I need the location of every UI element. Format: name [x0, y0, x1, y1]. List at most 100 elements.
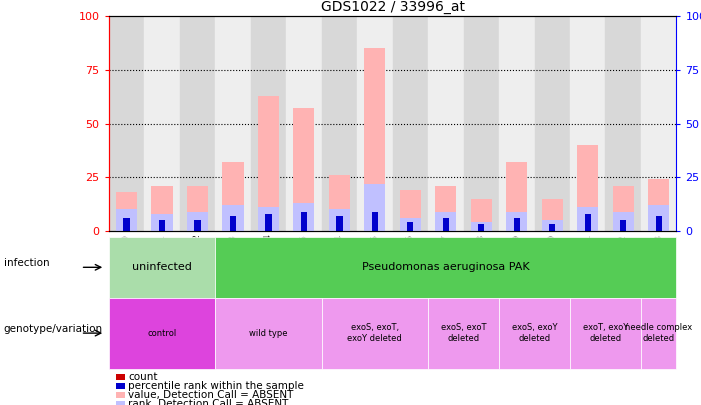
Bar [435, 186, 456, 231]
Bar [109, 237, 215, 298]
Text: genotype/variation: genotype/variation [4, 324, 102, 334]
Bar [577, 207, 599, 231]
Bar [322, 298, 428, 369]
Bar [655, 216, 662, 231]
Bar [499, 16, 535, 231]
Bar [428, 298, 499, 369]
Bar [194, 226, 200, 231]
Bar [158, 226, 165, 231]
Bar [514, 218, 520, 231]
Bar [186, 186, 208, 231]
Bar [215, 298, 322, 369]
Bar [549, 224, 555, 231]
Text: Pseudomonas aeruginosa PAK: Pseudomonas aeruginosa PAK [362, 262, 529, 272]
Bar [329, 175, 350, 231]
Bar [186, 211, 208, 231]
Bar [435, 211, 456, 231]
Text: wild type: wild type [249, 328, 287, 338]
Bar [265, 214, 271, 231]
Bar [144, 16, 179, 231]
Bar [293, 203, 315, 231]
Bar [648, 179, 669, 231]
Bar [585, 222, 591, 231]
Bar [506, 162, 527, 231]
Bar [641, 16, 676, 231]
Bar [194, 220, 200, 231]
Bar [215, 16, 251, 231]
Bar [463, 16, 499, 231]
Text: exoS, exoY
deleted: exoS, exoY deleted [512, 324, 557, 343]
Bar [336, 216, 343, 231]
Bar [230, 216, 236, 231]
Bar [620, 220, 627, 231]
Bar [258, 96, 279, 231]
Bar [301, 211, 307, 231]
Text: count: count [128, 372, 158, 382]
Bar [372, 211, 378, 231]
Bar [620, 226, 627, 231]
Text: rank, Detection Call = ABSENT: rank, Detection Call = ABSENT [128, 399, 289, 405]
Bar [577, 145, 599, 231]
Bar [222, 162, 243, 231]
Bar [470, 199, 492, 231]
Bar [499, 298, 570, 369]
Bar [357, 16, 393, 231]
Bar [222, 205, 243, 231]
Text: exoS, exoT,
exoY deleted: exoS, exoT, exoY deleted [348, 324, 402, 343]
Bar [116, 192, 137, 231]
Text: exoS, exoT
deleted: exoS, exoT deleted [441, 324, 486, 343]
Bar [514, 224, 520, 231]
Bar [258, 207, 279, 231]
Text: needle complex
deleted: needle complex deleted [625, 324, 693, 343]
Bar [585, 214, 591, 231]
Bar [613, 211, 634, 231]
Bar [116, 209, 137, 231]
Bar [549, 226, 555, 231]
Bar [230, 222, 236, 231]
Bar [478, 226, 484, 231]
Bar [648, 205, 669, 231]
Bar [655, 226, 662, 231]
Bar [215, 237, 676, 298]
Bar [293, 109, 315, 231]
Bar [365, 183, 386, 231]
Bar [329, 209, 350, 231]
Bar [470, 222, 492, 231]
Bar [400, 218, 421, 231]
Bar [407, 226, 414, 231]
Bar [109, 16, 144, 231]
Bar [336, 224, 343, 231]
Bar [151, 214, 172, 231]
Bar [570, 298, 641, 369]
Bar [641, 298, 676, 369]
Bar [158, 220, 165, 231]
Bar [442, 218, 449, 231]
Bar [109, 298, 215, 369]
Bar [606, 16, 641, 231]
Text: percentile rank within the sample: percentile rank within the sample [128, 381, 304, 391]
Text: uninfected: uninfected [132, 262, 192, 272]
Bar [301, 222, 307, 231]
Text: control: control [147, 328, 177, 338]
Bar [478, 224, 484, 231]
Bar [123, 224, 130, 231]
Bar [613, 186, 634, 231]
Bar [179, 16, 215, 231]
Text: exoT, exoY
deleted: exoT, exoY deleted [583, 324, 628, 343]
Bar [407, 222, 414, 231]
Text: value, Detection Call = ABSENT: value, Detection Call = ABSENT [128, 390, 294, 400]
Bar [542, 220, 563, 231]
Bar [542, 199, 563, 231]
Bar [365, 48, 386, 231]
Bar [393, 16, 428, 231]
Bar [372, 220, 378, 231]
Bar [251, 16, 286, 231]
Title: GDS1022 / 33996_at: GDS1022 / 33996_at [320, 0, 465, 14]
Bar [286, 16, 322, 231]
Bar [265, 220, 271, 231]
Bar [442, 224, 449, 231]
Bar [322, 16, 357, 231]
Bar [123, 218, 130, 231]
Bar [428, 16, 463, 231]
Bar [535, 16, 570, 231]
